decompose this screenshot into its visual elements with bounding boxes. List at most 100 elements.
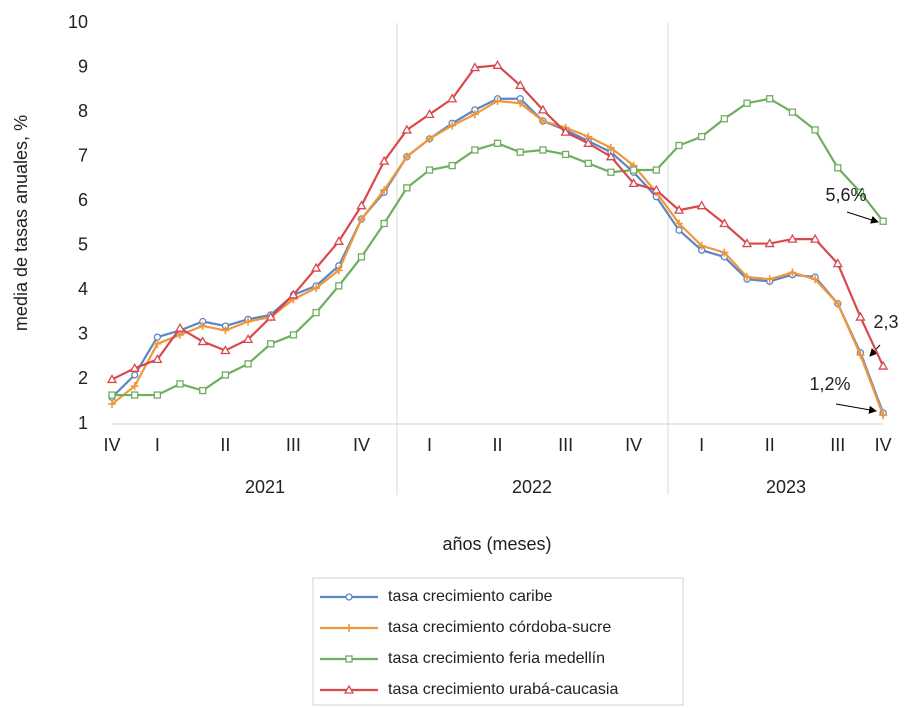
point [788,108,797,116]
point [856,350,865,359]
x-tick-label: III [558,435,573,455]
y-tick-label: 8 [78,101,88,121]
legend-marker [345,655,353,663]
y-tick-label: 1 [78,413,88,433]
point [809,233,821,243]
point [673,204,685,214]
point [312,308,320,317]
point [402,152,411,161]
point [265,311,276,321]
legend-label: tasa crecimiento córdoba-sucre [388,619,611,636]
point [334,266,343,275]
point [628,178,639,188]
point [470,110,479,119]
legend-label: tasa crecimiento caribe [388,588,553,605]
y-tick-label: 2 [78,368,88,388]
annotation: 2,3 [873,312,898,332]
point [605,151,617,161]
y-tick-label: 5 [78,235,88,255]
point [493,139,502,147]
x-tick-label: II [493,435,503,455]
point [493,96,502,105]
point [131,391,139,399]
legend-marker [345,593,353,601]
point [538,117,547,126]
point [356,200,367,210]
point [242,334,254,343]
point [675,141,683,150]
point [471,146,479,154]
point [288,289,299,299]
point [833,299,842,308]
point [561,150,570,159]
legend-box [312,577,684,706]
point [108,399,116,408]
legend-marker [345,624,353,632]
point [606,143,615,152]
point [811,126,819,134]
legend-label: tasa crecimiento urabá-caucasia [388,681,618,698]
point [765,275,774,284]
x-tick-label: IV [875,435,892,455]
point [832,258,843,268]
point [697,241,706,250]
y-tick-label: 9 [78,56,88,76]
x-tick-label: III [830,435,845,455]
point [221,326,230,335]
point [698,132,706,141]
x-tick-label: II [220,435,230,455]
y-tick-label: 10 [68,12,88,32]
point [811,275,820,284]
point [492,60,503,69]
point [720,248,729,257]
point [879,411,888,420]
x-tick-label: IV [353,435,370,455]
point [834,164,842,172]
point [720,115,729,123]
point [267,340,275,348]
point [629,166,638,174]
point [560,126,571,136]
point [312,284,321,293]
annotation: 5,6% [825,185,866,205]
point [198,321,207,330]
point [357,253,366,261]
y-tick-label: 4 [78,279,88,299]
point [244,317,253,326]
point [652,166,660,174]
point [583,137,594,147]
point [675,226,683,234]
point [696,200,707,210]
point [176,330,185,339]
x-tick-label: II [765,435,775,455]
point [741,238,753,248]
point [447,93,458,103]
year-label: 2023 [766,477,806,497]
point [152,354,163,364]
point [469,62,481,72]
point [403,184,411,192]
point [174,322,186,332]
point [675,219,683,228]
point [130,382,139,391]
point [516,148,524,156]
series-line [111,64,885,381]
point [357,215,366,224]
point [719,218,730,228]
point [879,217,887,225]
point [425,166,434,174]
point [153,339,162,348]
point [380,219,388,228]
year-label: 2022 [512,477,552,497]
point [289,331,298,339]
x-tick-label: IV [103,435,120,455]
point [131,371,139,379]
point [764,238,775,248]
point [333,236,344,245]
point [176,380,184,388]
point [855,311,866,321]
point [651,184,662,194]
point [425,134,434,143]
x-axis-title: años (meses) [442,534,551,554]
